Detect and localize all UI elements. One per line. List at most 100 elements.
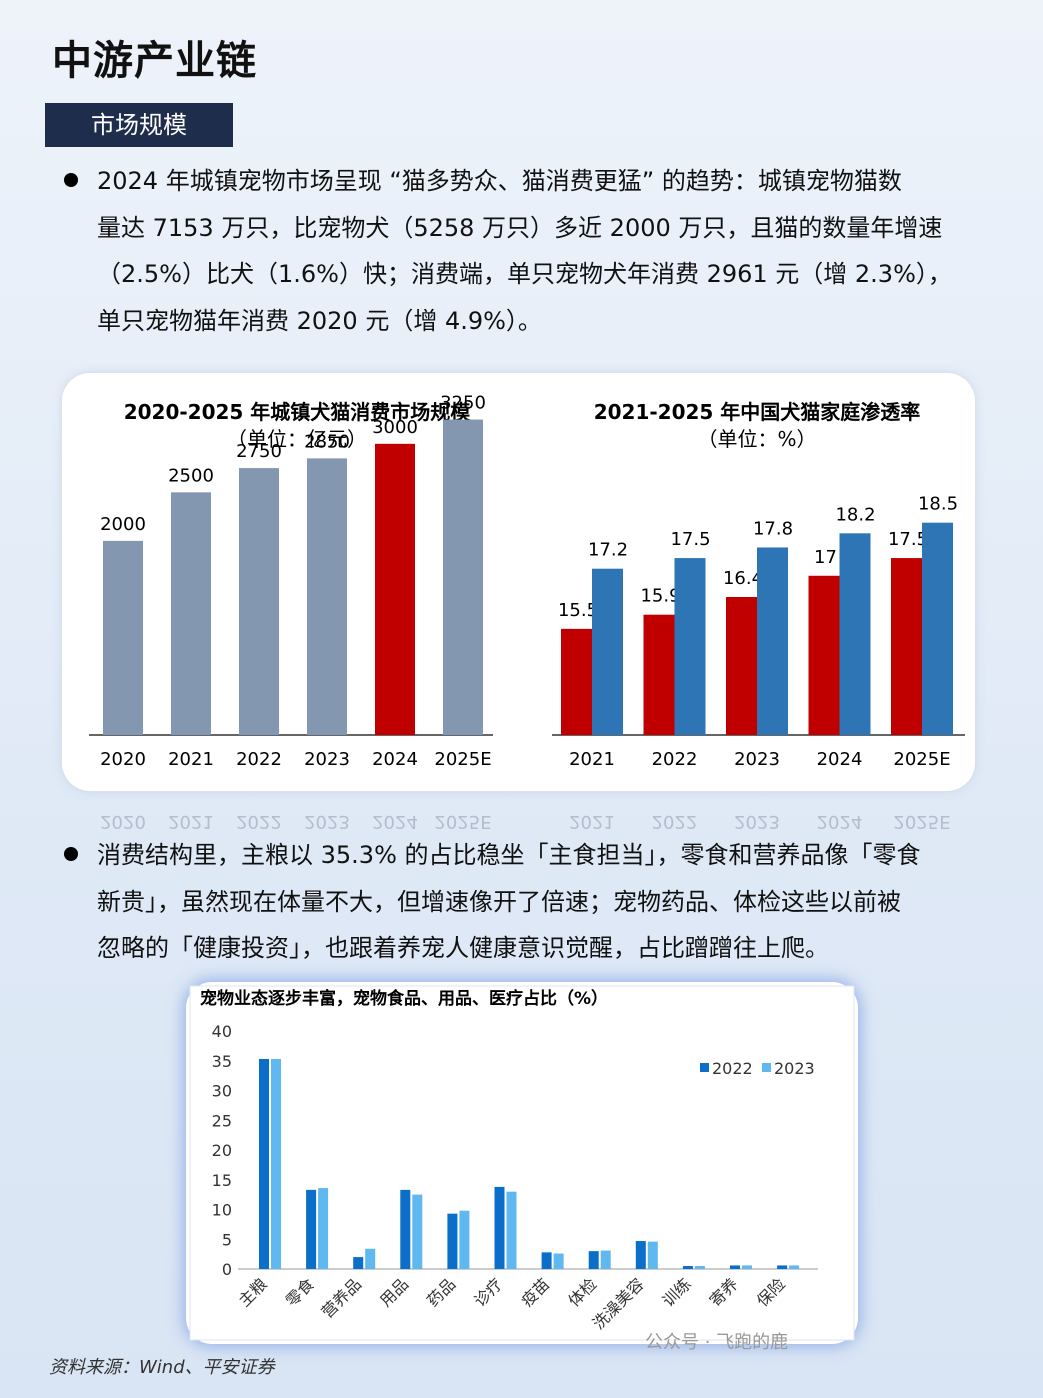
reflection-graphic: 2020 2021 2022 2023 2024 2025E 2021 2022 2023 202…	[100, 811, 951, 832]
chart3-y-tick: 35	[212, 1052, 232, 1071]
bullet1-line: （2.5%）比犬（1.6%）快；消费端，单只宠物犬年消费 2961 元（增 2.…	[97, 260, 952, 288]
chart2-data-label: 18.5	[918, 494, 958, 515]
bullet1-line: 2024 年城镇宠物市场呈现 “猫多势众、猫消费更猛” 的趋势：城镇宠物猫数	[97, 167, 902, 195]
chart2-data-label: 15.9	[640, 586, 680, 607]
chart2-x-tick: 2022	[652, 749, 698, 770]
chart2-data-label: 17.5	[670, 529, 710, 550]
chart3-bar	[777, 1265, 788, 1269]
chart2-bar	[726, 597, 757, 735]
chart2-x-tick: 2024	[817, 749, 863, 770]
chart2-bar	[643, 614, 675, 735]
chart3-bar	[506, 1191, 517, 1269]
reflection-label: 2021	[569, 811, 615, 832]
page-title: 中游产业链	[52, 38, 257, 84]
chart1-bar	[171, 492, 211, 735]
bullet2-line: 忽略的「健康投资」，也跟着养宠人健康意识觉醒，占比蹭蹭往上爬。	[97, 934, 829, 962]
chart3-y-tick: 30	[212, 1082, 232, 1101]
segment-share-chart: 宠物业态逐步丰富，宠物食品、用品、医疗占比（%） 0 5 10 15 20 25 30 35 40…	[189, 985, 855, 1341]
chart2-bar	[561, 628, 592, 735]
chart3-bar	[259, 1058, 269, 1269]
chart3-bar	[365, 1248, 376, 1269]
chart3-legend-swatch	[762, 1063, 771, 1072]
reflection-label: 2020	[100, 811, 146, 832]
chart2-data-label: 17.2	[588, 540, 628, 561]
charts-card: 2020-2025 年城镇犬猫消费市场规模 （单位：亿元） 2000 2020 2500…	[62, 373, 975, 791]
chart1-subtitle: （单位：亿元）	[227, 427, 367, 451]
chart3-bar	[694, 1266, 705, 1269]
chart1-bar	[375, 443, 415, 735]
chart3-y-tick: 0	[222, 1260, 232, 1279]
chart3-bar	[588, 1251, 599, 1269]
chart3-y-tick: 20	[212, 1141, 232, 1160]
reflection-label: 2024	[372, 811, 418, 832]
chart2-data-label: 15.5	[558, 600, 598, 621]
watermark: 公众号 · 飞跑的鹿	[645, 1332, 789, 1353]
chart1-bar	[239, 468, 279, 735]
chart1-x-tick: 2021	[168, 749, 214, 770]
bullet1-line: 量达 7153 万只，比宠物犬（5258 万只）多近 2000 万只，且猫的数量…	[97, 213, 943, 242]
chart3-bar	[553, 1253, 564, 1269]
chart2-x-tick: 2025E	[893, 749, 950, 770]
chart1-data-label: 2750	[236, 441, 282, 462]
chart2-bar	[757, 547, 788, 735]
chart2-bar	[808, 575, 840, 735]
chart3-y-tick: 15	[212, 1171, 232, 1190]
chart1-bar	[103, 540, 143, 735]
reflection-label: 2023	[304, 811, 350, 832]
chart3-bar	[447, 1213, 458, 1269]
chart2-data-label: 16.4	[723, 568, 763, 589]
bullet-consumption-structure: 消费结构里，主粮以 35.3% 的占比稳坐「主食担当」，零食和营养品像「零食 新…	[64, 832, 1017, 972]
reflection-label: 2023	[734, 811, 780, 832]
chart1-x-tick: 2020	[100, 749, 146, 770]
chart2-data-label: 18.2	[835, 504, 875, 525]
chart1-x-tick: 2025E	[434, 749, 491, 770]
bullet2-line: 新贵」，虽然现在体量不大，但增速像开了倍速；宠物药品、体检这些以前被	[97, 887, 901, 916]
bullet2-line: 消费结构里，主粮以 35.3% 的占比稳坐「主食担当」，零食和营养品像「零食	[97, 841, 921, 869]
chart2-data-label: 17.8	[753, 518, 793, 539]
bullet1-line: 单只宠物猫年消费 2020 元（增 4.9%）。	[97, 306, 542, 335]
chart3-title: 宠物业态逐步丰富，宠物食品、用品、医疗占比（%）	[200, 988, 608, 1009]
bullet-dot	[64, 847, 78, 861]
chart3-bar	[400, 1189, 411, 1269]
chart3-bar	[647, 1241, 658, 1269]
reflection-label: 2025E	[893, 811, 950, 832]
chart3-bar	[412, 1194, 423, 1269]
chart3-y-tick: 40	[212, 1022, 232, 1041]
chart2-bar	[839, 533, 871, 735]
chart3-bar	[271, 1058, 281, 1269]
chart1-x-tick: 2023	[304, 749, 350, 770]
reflection-label: 2022	[236, 811, 282, 832]
chart1-x-tick: 2024	[372, 749, 418, 770]
chart3-y-tick: 10	[212, 1201, 232, 1220]
market-size-chart: 2020-2025 年城镇犬猫消费市场规模 （单位：亿元） 2000 2020 2500…	[89, 393, 965, 770]
chart1-data-label: 3250	[440, 393, 486, 414]
chart2-bar	[891, 558, 922, 735]
chart3-bar	[306, 1189, 317, 1269]
chart2-data-label: 17.5	[888, 529, 928, 550]
chart2-bar	[674, 558, 706, 735]
card-reflection: 2020 2021 2022 2023 2024 2025E 2021 2022 2023 202…	[62, 796, 975, 844]
chart2-bar	[922, 522, 953, 735]
section-tag: 市场规模	[45, 103, 233, 147]
chart3-legend-label: 2023	[774, 1059, 815, 1078]
chart1-data-label: 2500	[168, 465, 214, 486]
chart2-bar	[592, 568, 623, 735]
bullet-dot	[64, 173, 78, 187]
chart3-bar	[318, 1188, 329, 1269]
chart3-bar	[600, 1250, 611, 1269]
reflection-label: 2021	[168, 811, 214, 832]
chart1-bar	[443, 419, 483, 735]
chart3-bar	[353, 1257, 364, 1269]
chart2-x-tick: 2021	[569, 749, 615, 770]
chart3-bar	[494, 1186, 505, 1269]
chart2-subtitle: （单位：%）	[697, 427, 816, 451]
segment-share-card: 宠物业态逐步丰富，宠物食品、用品、医疗占比（%） 0 5 10 15 20 25 30 35 40…	[186, 982, 858, 1344]
chart1-data-label: 2850	[304, 431, 350, 452]
reflection-label: 2022	[652, 811, 698, 832]
bullet-market-size: 2024 年城镇宠物市场呈现 “猫多势众、猫消费更猛” 的趋势：城镇宠物猫数 量…	[64, 158, 1017, 344]
chart3-bar	[742, 1265, 752, 1269]
chart3-legend-swatch	[700, 1063, 709, 1072]
chart3-bar	[541, 1252, 552, 1269]
chart1-data-label: 3000	[372, 417, 418, 438]
chart3-y-tick: 25	[212, 1111, 232, 1130]
